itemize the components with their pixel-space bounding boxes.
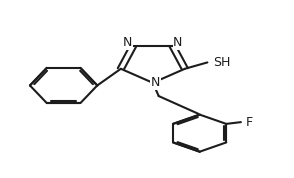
Text: N: N	[173, 36, 183, 49]
Text: N: N	[151, 76, 161, 89]
Text: N: N	[123, 36, 133, 49]
Text: SH: SH	[213, 56, 230, 69]
Text: F: F	[246, 116, 253, 129]
